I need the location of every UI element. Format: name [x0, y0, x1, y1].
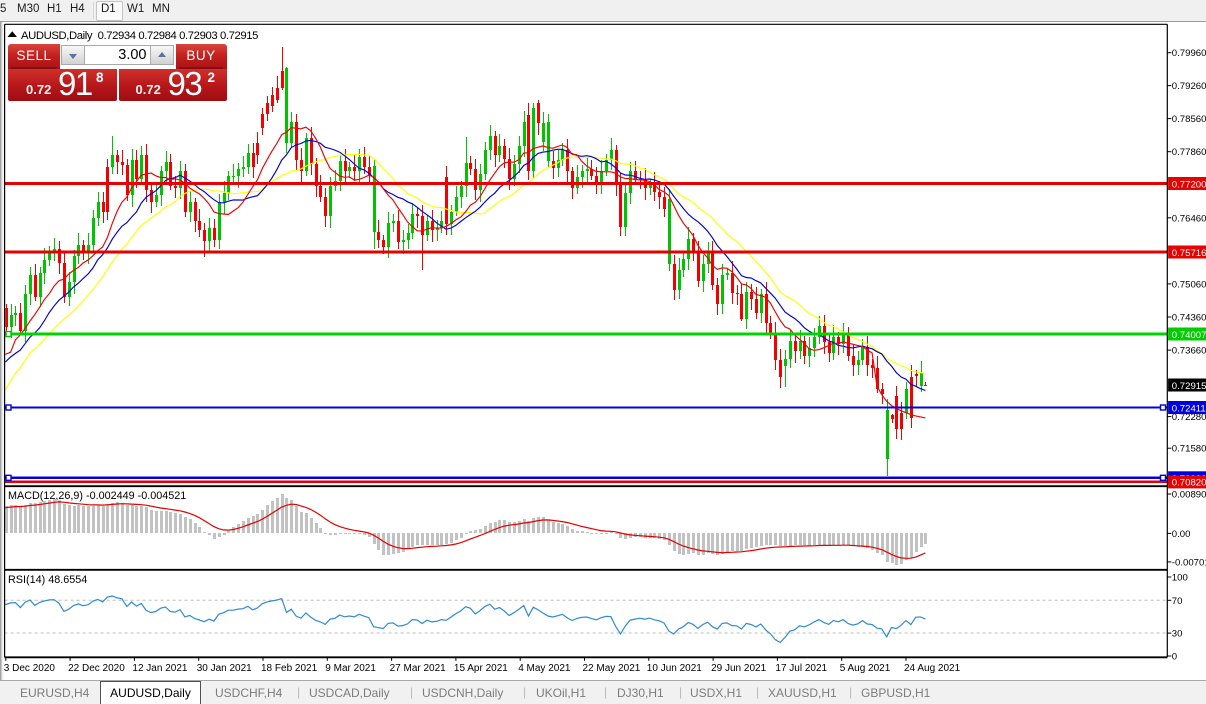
svg-text:0.71580: 0.71580 [1172, 444, 1206, 455]
svg-text:0.00: 0.00 [1172, 529, 1191, 540]
svg-text:70: 70 [1172, 596, 1183, 607]
svg-text:RSI(14) 48.6554: RSI(14) 48.6554 [8, 574, 87, 586]
svg-text:0.008904: 0.008904 [1172, 490, 1206, 501]
svg-text:27 Mar 2021: 27 Mar 2021 [390, 663, 447, 674]
svg-text:0.72915: 0.72915 [1172, 381, 1206, 392]
svg-text:MACD(12,26,9) -0.002449 -0.004: MACD(12,26,9) -0.002449 -0.004521 [8, 490, 186, 502]
svg-text:9 Mar 2021: 9 Mar 2021 [325, 663, 376, 674]
svg-text:10 Jun 2021: 10 Jun 2021 [647, 663, 702, 674]
svg-text:22 Dec 2020: 22 Dec 2020 [68, 663, 125, 674]
svg-text:0.73660: 0.73660 [1172, 346, 1206, 357]
svg-text:17 Jul 2021: 17 Jul 2021 [775, 663, 827, 674]
svg-text:0.72411: 0.72411 [1172, 403, 1206, 414]
svg-text:15 Apr 2021: 15 Apr 2021 [454, 663, 508, 674]
svg-text:5 Aug 2021: 5 Aug 2021 [840, 663, 891, 674]
svg-text:18 Feb 2021: 18 Feb 2021 [261, 663, 318, 674]
svg-text:4 May 2021: 4 May 2021 [518, 663, 571, 674]
svg-text:0.72280: 0.72280 [1172, 412, 1206, 423]
svg-text:0.70820: 0.70820 [1172, 478, 1206, 489]
svg-text:0.79960: 0.79960 [1172, 48, 1206, 59]
svg-text:0.77860: 0.77860 [1172, 147, 1206, 158]
svg-text:AUDUSD,Daily 0.72934 0.72984: AUDUSD,Daily 0.72934 0.72984 0.72903 0.7… [21, 30, 258, 42]
svg-text:0.79260: 0.79260 [1172, 81, 1206, 92]
svg-text:0.77200: 0.77200 [1172, 179, 1206, 190]
svg-text:29 Jun 2021: 29 Jun 2021 [711, 663, 766, 674]
svg-text:24 Aug 2021: 24 Aug 2021 [904, 663, 961, 674]
svg-text:0: 0 [1172, 652, 1177, 663]
svg-text:0.76460: 0.76460 [1172, 213, 1206, 224]
svg-text:0.75060: 0.75060 [1172, 279, 1206, 290]
svg-text:30: 30 [1172, 629, 1183, 640]
svg-text:0.78560: 0.78560 [1172, 114, 1206, 125]
svg-text:3 Dec 2020: 3 Dec 2020 [4, 663, 56, 674]
svg-text:30 Jan 2021: 30 Jan 2021 [197, 663, 252, 674]
svg-text:0.74007: 0.74007 [1172, 330, 1206, 341]
svg-text:100: 100 [1172, 573, 1188, 584]
svg-text:0.74360: 0.74360 [1172, 313, 1206, 324]
svg-text:12 Jan 2021: 12 Jan 2021 [132, 663, 187, 674]
svg-text:-0.007012: -0.007012 [1172, 557, 1206, 568]
svg-text:22 May 2021: 22 May 2021 [583, 663, 641, 674]
svg-text:0.75716: 0.75716 [1172, 248, 1206, 259]
